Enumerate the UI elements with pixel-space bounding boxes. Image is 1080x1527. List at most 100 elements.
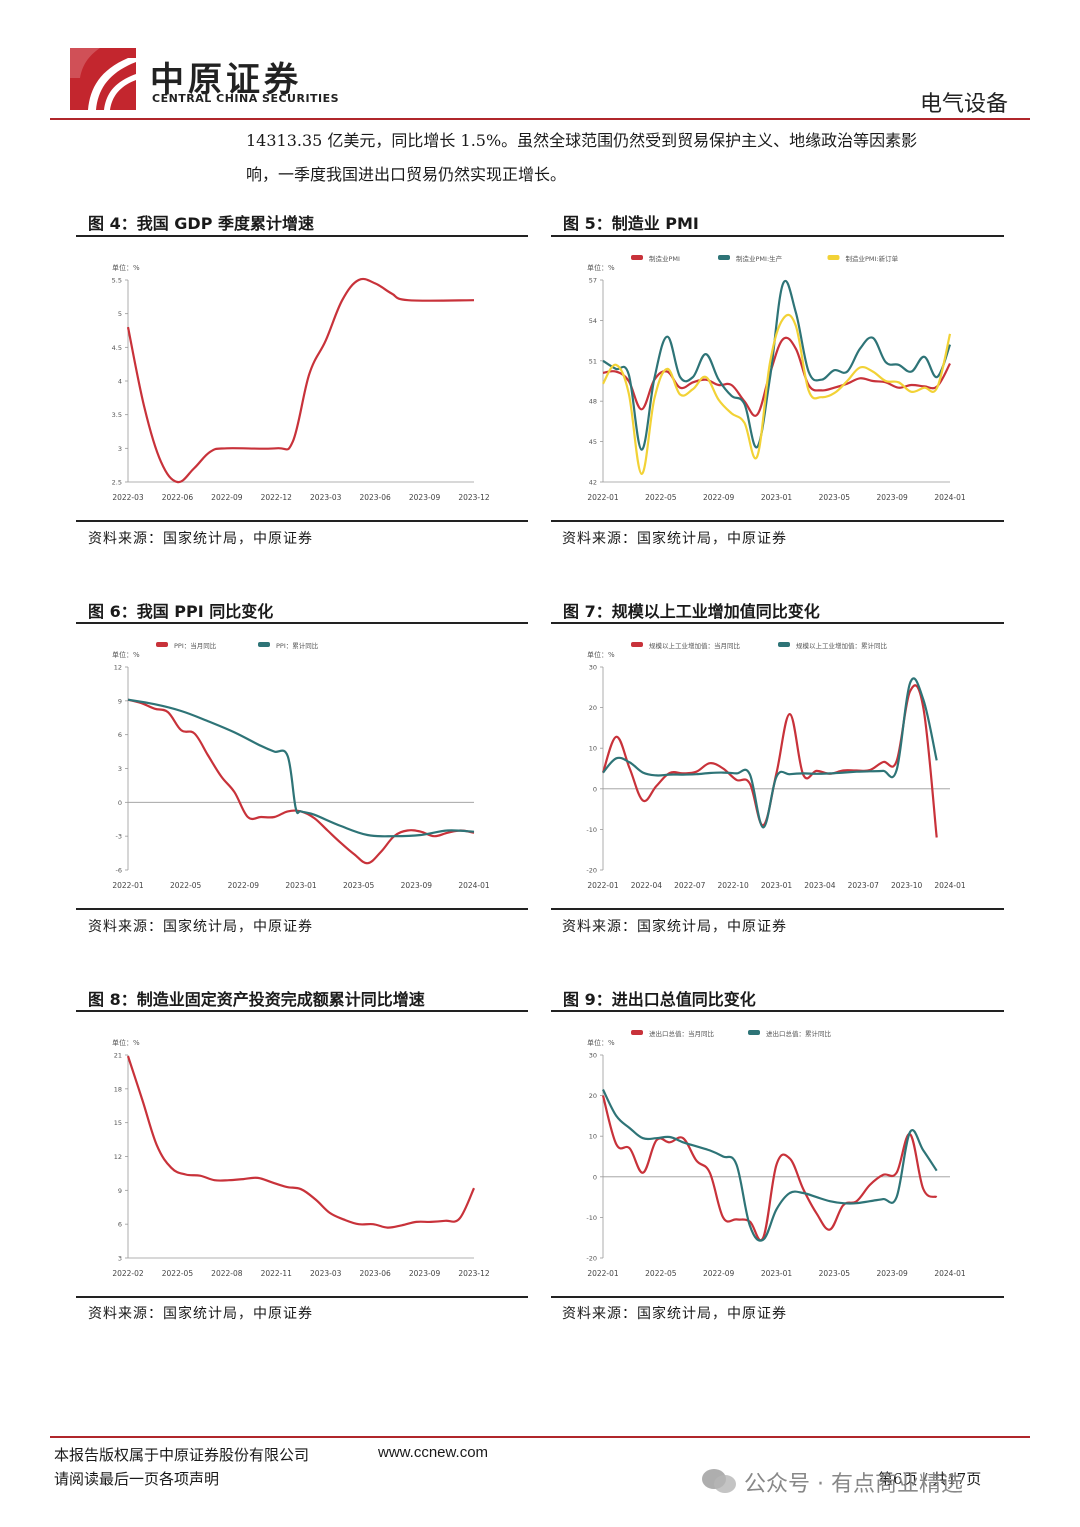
legend-swatch [631, 642, 643, 647]
legend-label: 进出口总值：累计同比 [766, 1029, 832, 1038]
series-line [602, 313, 952, 476]
figure-title: 图 4：我国 GDP 季度累计增速 [88, 214, 314, 233]
figure-bottom-rule [551, 1296, 1004, 1298]
legend-label: PPI：累计同比 [276, 641, 319, 650]
y-tick-label: -6 [116, 867, 122, 875]
body-text-line-2: 响，一季度我国进出口贸易仍然实现正增长。 [246, 165, 567, 184]
series-line [126, 277, 475, 484]
x-tick-label: 2022-01 [112, 881, 144, 890]
y-tick-label: 2.5 [112, 479, 122, 487]
figure-top-rule [551, 235, 1004, 237]
x-tick-label: 2022-10 [717, 881, 749, 890]
legend-swatch [631, 1030, 643, 1035]
footer-copyright: 本报告版权属于中原证券股份有限公司 [54, 1446, 310, 1464]
x-tick-label: 2022-01 [587, 493, 619, 502]
series-line [601, 1095, 938, 1242]
sector-label: 电气设备 [919, 92, 1008, 117]
body-text-line-1: 14313.35 亿美元，同比增长 1.5%。虽然全球范围仍然受到贸易保护主义、… [246, 131, 918, 150]
y-tick-label: 57 [589, 277, 597, 285]
series-line [602, 336, 951, 417]
x-tick-label: 2023-01 [761, 881, 793, 890]
y-tick-label: 3 [118, 1255, 122, 1263]
y-tick-label: 10 [589, 1133, 597, 1141]
y-tick-label: 0 [593, 785, 597, 793]
company-logo [70, 48, 136, 110]
footer-divider [50, 1436, 1030, 1438]
x-tick-label: 2023-05 [343, 881, 375, 890]
header-divider [50, 118, 1030, 120]
x-tick-label: 2023-12 [458, 493, 490, 502]
y-tick-label: 18 [114, 1085, 122, 1093]
series-line [601, 684, 938, 838]
figure-title: 图 6：我国 PPI 同比变化 [88, 602, 274, 621]
y-tick-label: -20 [586, 1255, 597, 1263]
y-tick-label: 21 [114, 1052, 122, 1060]
wechat-icon [700, 1466, 738, 1496]
figure-source: 资料来源：国家统计局，中原证券 [562, 531, 787, 547]
figure-source: 资料来源：国家统计局，中原证券 [562, 1306, 787, 1322]
series-line [126, 1055, 476, 1229]
x-tick-label: 2023-09 [876, 493, 908, 502]
y-tick-label: 10 [589, 745, 597, 753]
figure-source: 资料来源：国家统计局，中原证券 [88, 1306, 313, 1322]
x-tick-label: 2022-05 [645, 1269, 677, 1278]
legend-label: 制造业PMI:新订单 [846, 254, 899, 263]
x-tick-label: 2023-01 [761, 1269, 793, 1278]
y-tick-label: 20 [589, 704, 597, 712]
legend-swatch [778, 642, 790, 647]
y-tick-label: 0 [593, 1173, 597, 1181]
y-tick-label: 54 [589, 317, 597, 325]
y-tick-label: 3 [118, 445, 122, 453]
figure-title: 图 7：规模以上工业增加值同比变化 [563, 602, 820, 621]
x-tick-label: 2023-04 [804, 881, 836, 890]
y-tick-label: 9 [118, 697, 122, 705]
figure-bottom-rule [76, 1296, 528, 1298]
figure-bottom-rule [551, 908, 1004, 910]
x-tick-label: 2023-05 [819, 1269, 851, 1278]
y-tick-label: 9 [118, 1187, 122, 1195]
x-tick-label: 2022-09 [228, 881, 260, 890]
legend-label: 进出口总值：当月同比 [649, 1029, 715, 1038]
x-tick-label: 2022-05 [170, 881, 202, 890]
x-tick-label: 2022-01 [587, 1269, 619, 1278]
footer-website-link[interactable]: www.ccnew.com [378, 1444, 489, 1461]
unit-label: 单位：% [112, 650, 140, 659]
figure-source: 资料来源：国家统计局，中原证券 [88, 531, 313, 547]
gdp-growth-chart: 单位：% 2.5 3 3.5 4 4.5 5 5.5 2022-03 2022-06 2022-09… [112, 263, 490, 502]
y-tick-label: 51 [589, 357, 597, 365]
x-tick-label: 2023-09 [401, 881, 433, 890]
unit-label: 单位：% [112, 1038, 140, 1047]
x-tick-label: 2022-11 [261, 1269, 293, 1278]
x-tick-label: 2023-09 [876, 1269, 908, 1278]
x-tick-label: 2022-03 [112, 493, 144, 502]
figure-source: 资料来源：国家统计局，中原证券 [88, 919, 313, 935]
x-tick-label: 2022-01 [587, 881, 619, 890]
x-tick-label: 2023-10 [891, 881, 923, 890]
x-tick-label: 2024-01 [458, 881, 490, 890]
y-tick-label: -3 [116, 833, 122, 841]
y-tick-label: 3 [118, 765, 122, 773]
legend-swatch [258, 642, 270, 647]
unit-label: 单位：% [587, 650, 615, 659]
x-tick-label: 2024-01 [934, 1269, 966, 1278]
x-tick-label: 2022-09 [703, 1269, 735, 1278]
legend-swatch [156, 642, 168, 647]
x-tick-label: 2023-12 [458, 1269, 490, 1278]
legend-label: 制造业PMI [649, 254, 680, 263]
series-line [602, 677, 938, 829]
figure-bottom-rule [76, 908, 528, 910]
legend-swatch [631, 255, 643, 260]
y-tick-label: 15 [114, 1119, 122, 1127]
series-line [602, 280, 952, 451]
figure-top-rule [551, 622, 1004, 624]
figure-bottom-rule [76, 520, 528, 522]
x-tick-label: 2023-06 [359, 493, 391, 502]
x-tick-label: 2022-05 [645, 493, 677, 502]
y-tick-label: 20 [589, 1092, 597, 1100]
y-tick-label: 12 [114, 1153, 122, 1161]
y-tick-label: 6 [118, 1221, 122, 1229]
x-tick-label: 2023-09 [409, 1269, 441, 1278]
